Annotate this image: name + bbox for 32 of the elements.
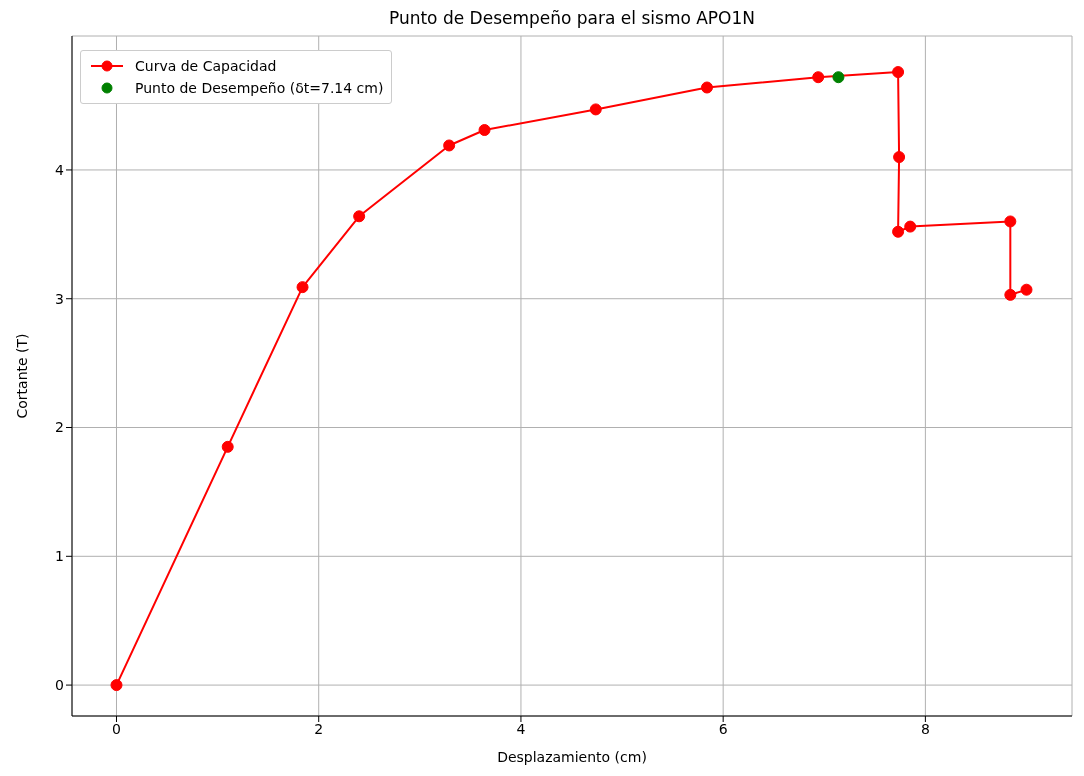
x-tick-label: 4 <box>516 720 526 737</box>
point <box>443 139 456 152</box>
x-tick-label: 0 <box>112 720 121 737</box>
point <box>893 151 906 164</box>
x-tick-label: 6 <box>718 720 728 737</box>
point <box>478 124 491 137</box>
x-tick-label: 8 <box>920 720 930 737</box>
point <box>892 66 905 79</box>
y-tick-label: 1 <box>55 548 64 565</box>
legend-label: Curva de Capacidad <box>135 58 277 74</box>
y-tick-label: 0 <box>55 677 64 694</box>
point <box>1004 288 1017 301</box>
legend-label: Punto de Desempeño (δt=7.14 cm) <box>135 80 384 96</box>
point <box>589 103 602 116</box>
point <box>221 440 234 453</box>
point <box>110 679 123 692</box>
point <box>1004 215 1017 228</box>
point <box>812 71 825 84</box>
y-tick-label: 2 <box>55 419 64 436</box>
x-tick-label: 2 <box>314 720 324 737</box>
y-axis-title: Cortante (T) <box>13 333 30 419</box>
y-tick-label: 4 <box>55 161 65 178</box>
x-axis-title: Desplazamiento (cm) <box>497 749 647 765</box>
point <box>832 71 845 84</box>
point <box>296 281 309 294</box>
point <box>353 210 366 223</box>
point <box>904 220 917 233</box>
y-tick-label: 3 <box>55 290 64 307</box>
chart-title: Punto de Desempeño para el sismo APO1N <box>387 8 757 30</box>
point <box>1020 283 1033 296</box>
point <box>700 81 713 94</box>
point <box>892 225 905 238</box>
